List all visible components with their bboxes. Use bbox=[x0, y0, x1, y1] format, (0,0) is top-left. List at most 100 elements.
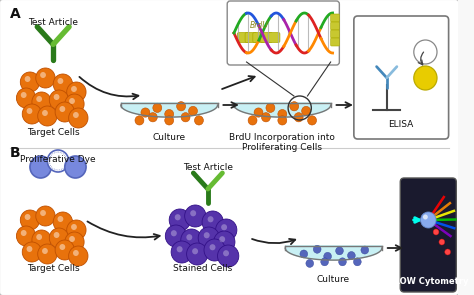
FancyBboxPatch shape bbox=[237, 32, 249, 42]
FancyBboxPatch shape bbox=[331, 30, 339, 38]
Circle shape bbox=[20, 210, 40, 230]
Circle shape bbox=[324, 252, 331, 260]
Circle shape bbox=[216, 219, 237, 241]
Circle shape bbox=[59, 106, 65, 112]
Circle shape bbox=[313, 245, 321, 253]
Circle shape bbox=[36, 206, 55, 226]
Text: Test Article: Test Article bbox=[183, 163, 233, 172]
Circle shape bbox=[55, 102, 74, 122]
FancyBboxPatch shape bbox=[331, 38, 339, 46]
Circle shape bbox=[181, 229, 202, 251]
Circle shape bbox=[202, 211, 223, 233]
Circle shape bbox=[187, 243, 208, 265]
Circle shape bbox=[171, 230, 177, 236]
FancyBboxPatch shape bbox=[354, 16, 448, 139]
Circle shape bbox=[194, 116, 203, 125]
Circle shape bbox=[175, 214, 181, 220]
Circle shape bbox=[42, 248, 48, 254]
Circle shape bbox=[306, 259, 314, 267]
Circle shape bbox=[25, 76, 30, 82]
Circle shape bbox=[36, 68, 55, 88]
Circle shape bbox=[186, 234, 192, 240]
Circle shape bbox=[21, 92, 27, 98]
Circle shape bbox=[189, 106, 198, 116]
Text: FLOW Cytometry: FLOW Cytometry bbox=[389, 277, 468, 286]
Circle shape bbox=[73, 112, 79, 118]
Circle shape bbox=[53, 212, 73, 232]
Circle shape bbox=[214, 231, 235, 253]
Circle shape bbox=[38, 244, 57, 264]
Circle shape bbox=[17, 88, 36, 108]
Circle shape bbox=[414, 66, 437, 90]
Circle shape bbox=[67, 220, 86, 240]
Circle shape bbox=[218, 245, 239, 267]
Circle shape bbox=[308, 116, 317, 125]
Circle shape bbox=[32, 230, 51, 250]
FancyBboxPatch shape bbox=[245, 32, 257, 42]
Circle shape bbox=[22, 242, 42, 262]
Circle shape bbox=[290, 102, 299, 111]
Circle shape bbox=[414, 40, 437, 64]
Circle shape bbox=[198, 227, 219, 249]
Circle shape bbox=[165, 225, 187, 247]
Circle shape bbox=[54, 232, 59, 238]
Circle shape bbox=[36, 234, 42, 240]
Circle shape bbox=[135, 116, 144, 125]
FancyBboxPatch shape bbox=[0, 0, 459, 295]
Circle shape bbox=[47, 150, 69, 172]
Circle shape bbox=[17, 226, 36, 246]
Text: Target Cells: Target Cells bbox=[27, 128, 80, 137]
Circle shape bbox=[38, 106, 57, 126]
Circle shape bbox=[165, 116, 173, 125]
Circle shape bbox=[445, 249, 451, 255]
Circle shape bbox=[54, 94, 59, 100]
Circle shape bbox=[301, 106, 310, 116]
FancyBboxPatch shape bbox=[405, 182, 454, 288]
Circle shape bbox=[278, 109, 287, 119]
FancyBboxPatch shape bbox=[331, 14, 339, 22]
Circle shape bbox=[219, 236, 225, 242]
Circle shape bbox=[338, 258, 346, 266]
Circle shape bbox=[208, 216, 214, 222]
Text: A: A bbox=[9, 7, 20, 21]
Circle shape bbox=[69, 236, 75, 242]
FancyBboxPatch shape bbox=[261, 32, 272, 42]
Circle shape bbox=[40, 72, 46, 78]
Circle shape bbox=[262, 113, 270, 122]
Circle shape bbox=[59, 244, 65, 250]
Circle shape bbox=[55, 240, 74, 260]
Polygon shape bbox=[285, 246, 382, 260]
Circle shape bbox=[190, 210, 196, 216]
Circle shape bbox=[361, 246, 369, 254]
Circle shape bbox=[21, 230, 27, 236]
Circle shape bbox=[69, 108, 88, 128]
FancyBboxPatch shape bbox=[268, 32, 280, 42]
Circle shape bbox=[177, 102, 185, 111]
Circle shape bbox=[67, 82, 86, 102]
Circle shape bbox=[347, 252, 356, 260]
Circle shape bbox=[185, 205, 206, 227]
Text: Culture: Culture bbox=[153, 133, 186, 142]
Circle shape bbox=[181, 113, 190, 122]
Circle shape bbox=[30, 156, 51, 178]
Text: Test Article: Test Article bbox=[28, 18, 78, 27]
Circle shape bbox=[278, 116, 287, 125]
Circle shape bbox=[433, 229, 439, 235]
Circle shape bbox=[354, 258, 361, 266]
Circle shape bbox=[439, 239, 445, 245]
Circle shape bbox=[204, 239, 225, 261]
Circle shape bbox=[65, 156, 86, 178]
Circle shape bbox=[321, 258, 328, 266]
Text: Target Cells: Target Cells bbox=[27, 264, 80, 273]
Circle shape bbox=[25, 214, 30, 220]
Circle shape bbox=[20, 72, 40, 92]
Circle shape bbox=[57, 78, 64, 84]
Circle shape bbox=[221, 224, 227, 230]
Circle shape bbox=[53, 74, 73, 94]
Circle shape bbox=[336, 247, 343, 255]
Polygon shape bbox=[121, 103, 218, 117]
Circle shape bbox=[73, 250, 79, 256]
Text: ELISA: ELISA bbox=[389, 120, 414, 129]
Circle shape bbox=[141, 108, 150, 117]
FancyBboxPatch shape bbox=[331, 22, 339, 30]
